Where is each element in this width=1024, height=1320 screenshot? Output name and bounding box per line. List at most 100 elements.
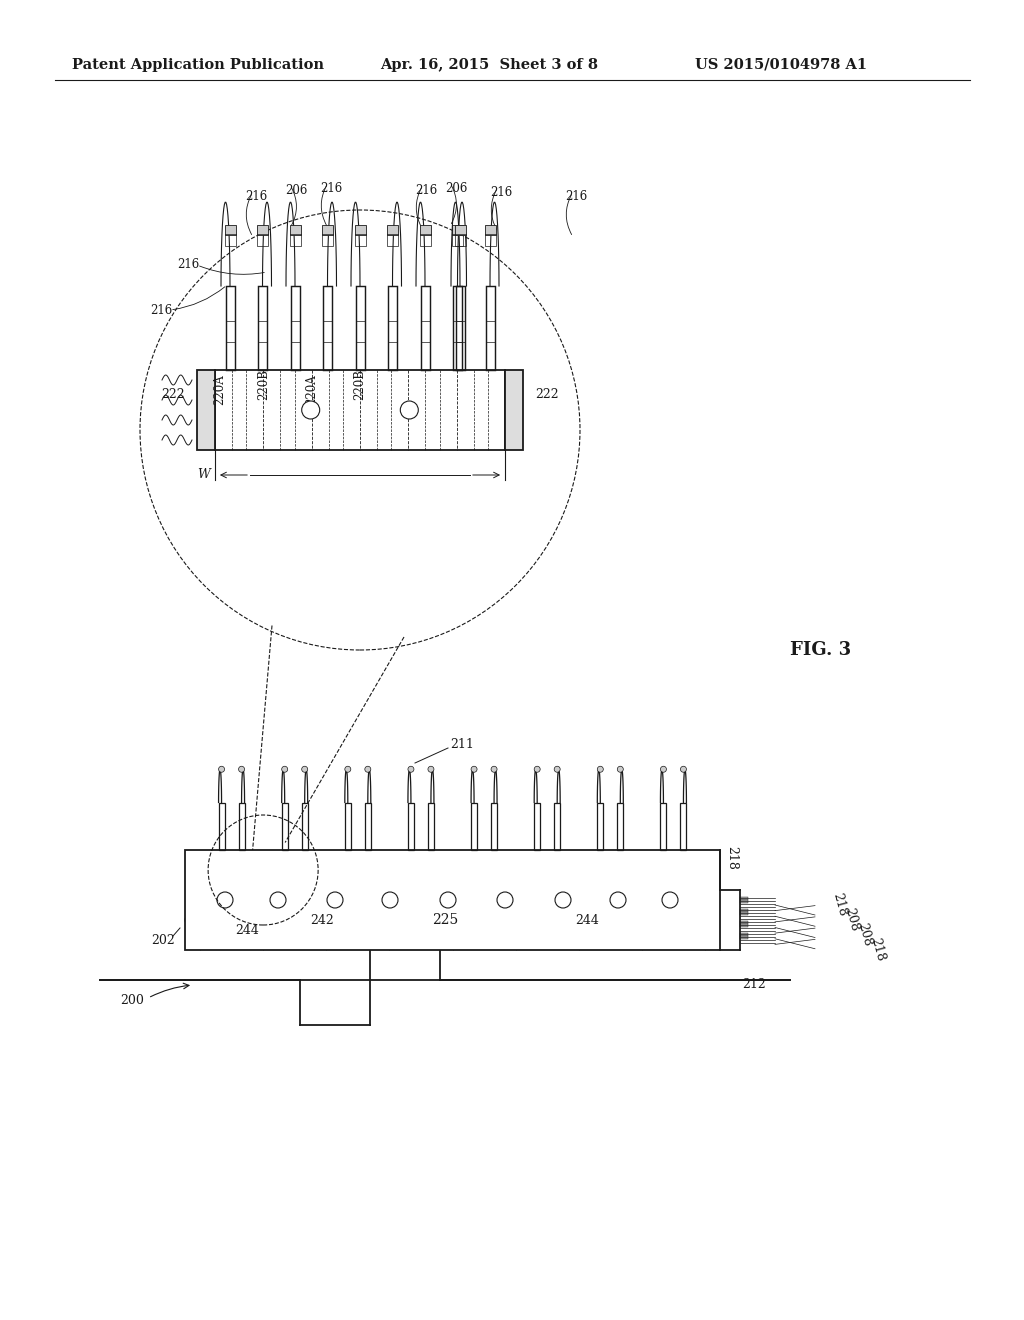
Bar — [302, 803, 307, 850]
Circle shape — [662, 892, 678, 908]
Text: 200: 200 — [120, 994, 144, 1006]
Text: 216: 216 — [150, 304, 172, 317]
Bar — [224, 234, 236, 246]
Circle shape — [680, 766, 686, 772]
Bar — [354, 224, 366, 235]
Circle shape — [617, 766, 624, 772]
Text: 208: 208 — [842, 907, 861, 933]
Bar — [224, 224, 236, 235]
Text: 208: 208 — [855, 921, 873, 948]
Circle shape — [218, 766, 224, 772]
Circle shape — [428, 766, 434, 772]
Bar — [239, 803, 245, 850]
Text: 216: 216 — [415, 183, 437, 197]
Text: 222: 222 — [535, 388, 559, 401]
Text: 212: 212 — [742, 978, 766, 991]
Bar — [258, 286, 267, 370]
Circle shape — [270, 892, 286, 908]
Bar — [215, 370, 505, 450]
Circle shape — [440, 892, 456, 908]
Text: 220B: 220B — [257, 370, 270, 400]
Circle shape — [400, 401, 418, 418]
Text: 218: 218 — [725, 846, 738, 870]
Bar — [408, 803, 414, 850]
Bar — [740, 912, 748, 915]
Bar — [387, 234, 398, 246]
Bar — [323, 286, 332, 370]
Bar — [455, 234, 466, 246]
Bar — [421, 286, 429, 370]
Circle shape — [408, 766, 414, 772]
Bar — [484, 234, 496, 246]
Bar — [290, 224, 300, 235]
Circle shape — [302, 401, 319, 418]
Bar — [291, 286, 299, 370]
Circle shape — [185, 915, 195, 925]
Circle shape — [382, 892, 398, 908]
Text: 216: 216 — [565, 190, 587, 203]
Circle shape — [239, 766, 245, 772]
Bar — [453, 286, 462, 370]
Bar — [365, 803, 371, 850]
Text: 202: 202 — [152, 933, 175, 946]
Bar — [492, 803, 497, 850]
Bar — [597, 803, 603, 850]
Circle shape — [660, 766, 667, 772]
Circle shape — [217, 892, 233, 908]
Circle shape — [597, 766, 603, 772]
Bar — [680, 803, 686, 850]
Text: FIG. 3: FIG. 3 — [790, 642, 851, 659]
Circle shape — [365, 766, 371, 772]
Text: 220A: 220A — [213, 375, 226, 405]
Circle shape — [280, 896, 290, 906]
Bar — [428, 803, 434, 850]
Bar — [740, 908, 748, 912]
Text: 244: 244 — [575, 913, 599, 927]
Bar — [452, 224, 463, 235]
Text: 244: 244 — [234, 924, 259, 936]
Circle shape — [610, 892, 626, 908]
Bar — [387, 224, 398, 235]
Bar — [290, 234, 300, 246]
Bar — [617, 803, 624, 850]
Bar — [225, 286, 234, 370]
Text: US 2015/0104978 A1: US 2015/0104978 A1 — [695, 58, 867, 73]
Text: 206: 206 — [445, 181, 467, 194]
Text: 211: 211 — [450, 738, 474, 751]
Bar — [455, 224, 466, 235]
Bar — [456, 286, 465, 370]
Text: Patent Application Publication: Patent Application Publication — [72, 58, 324, 73]
Text: 206: 206 — [285, 183, 307, 197]
Bar — [740, 896, 748, 899]
Bar — [554, 803, 560, 850]
Bar — [282, 803, 288, 850]
Circle shape — [555, 892, 571, 908]
Bar — [420, 224, 430, 235]
Bar — [484, 224, 496, 235]
Circle shape — [205, 900, 215, 909]
Bar — [740, 899, 748, 903]
Text: 225: 225 — [432, 913, 458, 927]
Bar — [218, 803, 224, 850]
Text: 218: 218 — [868, 937, 887, 964]
Circle shape — [545, 896, 555, 906]
Bar — [354, 234, 366, 246]
Circle shape — [282, 766, 288, 772]
Circle shape — [345, 766, 351, 772]
Bar — [322, 224, 333, 235]
Text: 218: 218 — [830, 892, 849, 919]
Text: 216: 216 — [319, 181, 342, 194]
Text: 222: 222 — [162, 388, 185, 401]
Bar — [197, 370, 215, 450]
Bar — [257, 224, 268, 235]
Bar — [322, 234, 333, 246]
Text: 220A: 220A — [305, 375, 318, 405]
Circle shape — [327, 892, 343, 908]
Bar — [471, 803, 477, 850]
Text: 216: 216 — [245, 190, 267, 203]
Circle shape — [302, 766, 307, 772]
Text: 216: 216 — [490, 186, 512, 198]
Bar — [355, 286, 365, 370]
Text: 242: 242 — [310, 913, 334, 927]
Bar — [535, 803, 541, 850]
